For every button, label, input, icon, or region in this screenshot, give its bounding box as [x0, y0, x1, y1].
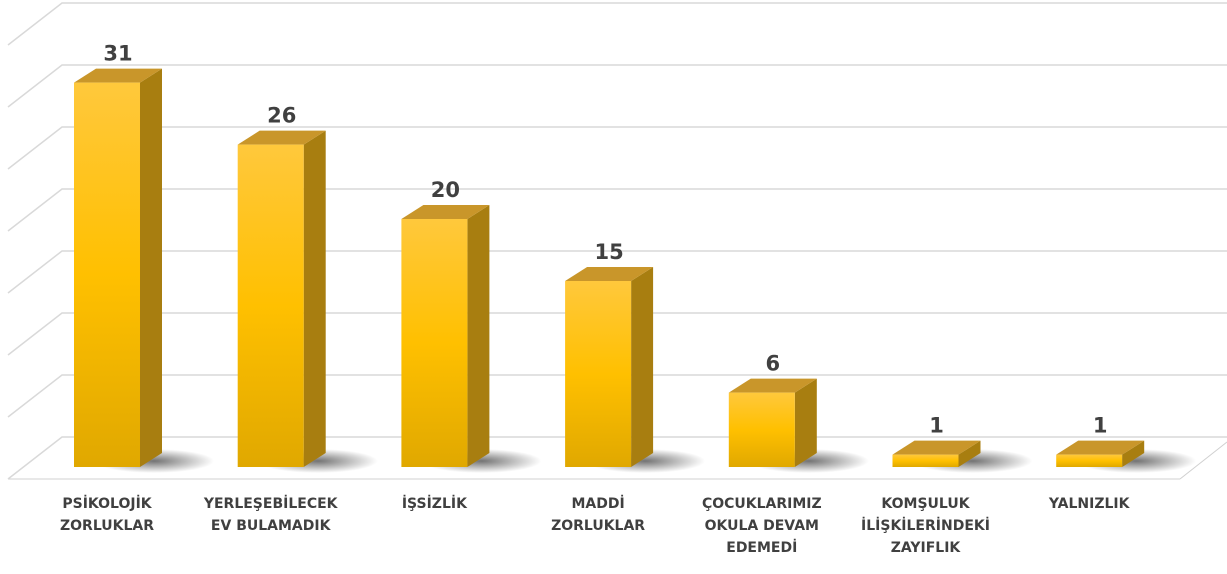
- bar: [74, 82, 140, 467]
- value-label: 6: [765, 352, 780, 376]
- x-tick-label: YERLEŞEBİLECEK EV BULAMADIK: [203, 496, 338, 534]
- bar: [401, 219, 468, 467]
- value-label: 15: [594, 240, 623, 264]
- value-label: 20: [431, 178, 460, 202]
- bar: [892, 454, 959, 467]
- x-tick-label: KOMŞULUK İLİŞKİLERİNDEKİ ZAYIFLIK: [861, 496, 990, 556]
- bar: [1056, 454, 1123, 467]
- grid-line: [7, 126, 1227, 170]
- grid-line: [7, 436, 1227, 480]
- value-label: 31: [103, 42, 132, 66]
- value-label: 26: [267, 104, 296, 128]
- bar-side: [467, 205, 490, 467]
- bar-top: [728, 378, 817, 393]
- bar-top: [1056, 440, 1145, 455]
- bar-top: [237, 130, 326, 145]
- x-tick-label: ÇOCUKLARIMIZ OKULA DEVAM EDEMEDİ: [701, 496, 822, 556]
- bar: [237, 144, 304, 467]
- bar-top: [74, 68, 162, 83]
- grid-line: [7, 250, 1227, 294]
- x-tick-label: İŞSİZLİK: [401, 496, 467, 512]
- grid-line: [7, 2, 1227, 46]
- value-label: 1: [1093, 414, 1108, 438]
- bar-top: [401, 205, 490, 219]
- x-tick-label: MADDİ ZORLUKLAR: [551, 496, 646, 534]
- x-tick-label: PSİKOLOJİK ZORLUKLAR: [59, 496, 154, 534]
- bar-side: [958, 440, 981, 467]
- bar-side: [303, 130, 326, 467]
- grid-line: [7, 374, 1227, 418]
- bar-side: [631, 267, 654, 467]
- bar: [565, 281, 632, 467]
- grid-line: [7, 312, 1227, 356]
- grid-line: [7, 64, 1227, 108]
- bar-top: [565, 267, 654, 281]
- x-tick-label: YALNIZLIK: [1048, 496, 1130, 512]
- bar-top: [892, 440, 981, 455]
- floor-edge: [1179, 441, 1227, 480]
- bar: [728, 392, 795, 467]
- value-label: 1: [929, 414, 944, 438]
- grid-line: [7, 188, 1227, 232]
- bar-side: [140, 68, 162, 467]
- bar-side: [794, 378, 817, 467]
- bar-side: [1122, 440, 1145, 467]
